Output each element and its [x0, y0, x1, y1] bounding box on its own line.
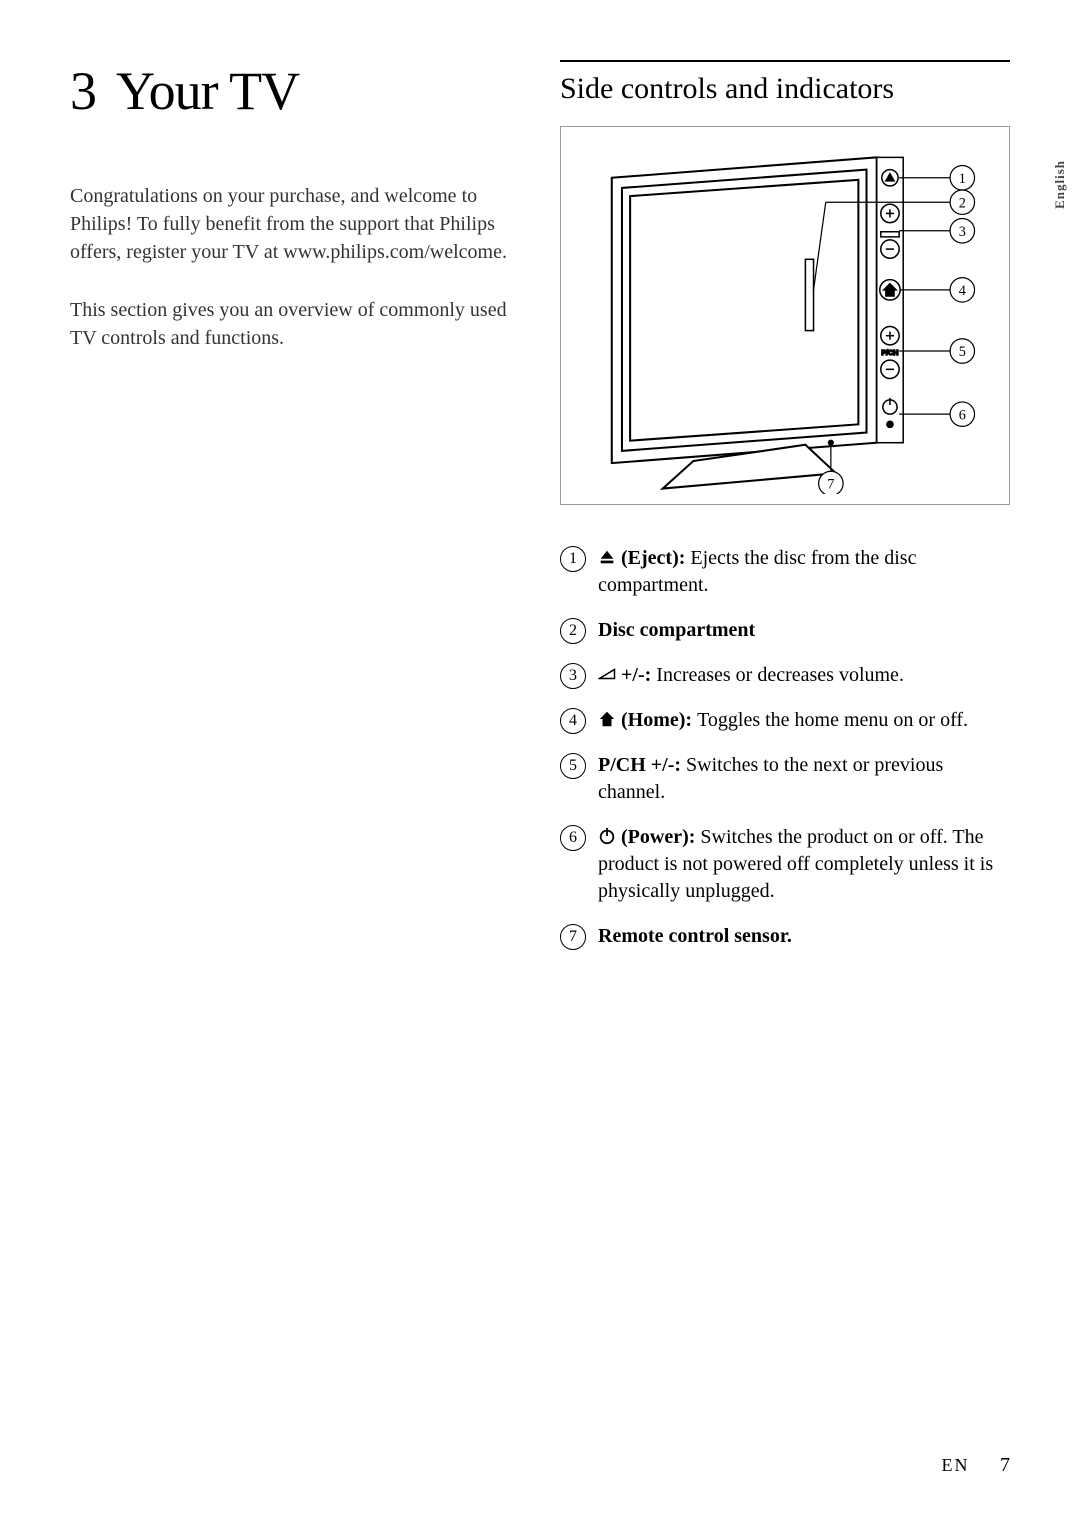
callout-3: 3: [959, 224, 966, 240]
list-item: 7 Remote control sensor.: [560, 923, 1010, 950]
list-item: 4 (Home): Toggles the home menu on or of…: [560, 707, 1010, 734]
home-icon: [598, 710, 616, 728]
item-text: P/CH +/-: Switches to the next or previo…: [598, 752, 1010, 806]
chapter-title: 3 Your TV: [70, 60, 520, 122]
section-title: Side controls and indicators: [560, 72, 1010, 106]
item-number: 7: [560, 924, 586, 950]
page-content: 3 Your TV Congratulations on your purchas…: [0, 0, 1080, 1008]
item-number: 5: [560, 753, 586, 779]
list-item: 5 P/CH +/-: Switches to the next or prev…: [560, 752, 1010, 806]
item-number: 2: [560, 618, 586, 644]
callout-1: 1: [959, 171, 966, 187]
item-text: (Eject): Ejects the disc from the disc c…: [598, 545, 1010, 599]
footer-lang: EN: [942, 1455, 970, 1475]
list-item: 1 (Eject): Ejects the disc from the disc…: [560, 545, 1010, 599]
list-item: 3 +/-: Increases or decreases volume.: [560, 662, 1010, 689]
eject-icon: [598, 548, 616, 566]
page-footer: EN 7: [942, 1454, 1011, 1477]
callout-2: 2: [959, 195, 966, 211]
chapter-number: 3: [70, 60, 96, 122]
intro-paragraph-1: Congratulations on your purchase, and we…: [70, 182, 520, 266]
callout-6: 6: [959, 407, 966, 423]
intro-paragraph-2: This section gives you an overview of co…: [70, 296, 520, 352]
tv-diagram-svg: P/CH 1: [571, 137, 999, 494]
list-item: 2 Disc compartment: [560, 617, 1010, 644]
item-text: Remote control sensor.: [598, 923, 1010, 950]
callout-5: 5: [959, 344, 966, 360]
left-column: 3 Your TV Congratulations on your purchas…: [70, 60, 520, 968]
item-text: +/-: Increases or decreases volume.: [598, 662, 1010, 689]
item-number: 3: [560, 663, 586, 689]
section-rule: [560, 60, 1010, 62]
right-column: Side controls and indicators: [560, 60, 1010, 968]
volume-icon: [598, 665, 616, 683]
item-number: 4: [560, 708, 586, 734]
callout-7: 7: [827, 477, 834, 493]
svg-text:P/CH: P/CH: [881, 349, 898, 357]
item-text: Disc compartment: [598, 617, 1010, 644]
tv-diagram: P/CH 1: [560, 126, 1010, 505]
power-icon: [598, 827, 616, 845]
callout-4: 4: [959, 283, 966, 299]
item-text: (Home): Toggles the home menu on or off.: [598, 707, 1010, 734]
item-number: 6: [560, 825, 586, 851]
footer-page-number: 7: [1000, 1454, 1010, 1476]
chapter-name: Your TV: [116, 61, 299, 121]
language-tab: English: [1052, 160, 1068, 209]
controls-list: 1 (Eject): Ejects the disc from the disc…: [560, 545, 1010, 950]
item-text: (Power): Switches the product on or off.…: [598, 824, 1010, 905]
item-number: 1: [560, 546, 586, 572]
list-item: 6 (Power): Switches the product on or of…: [560, 824, 1010, 905]
